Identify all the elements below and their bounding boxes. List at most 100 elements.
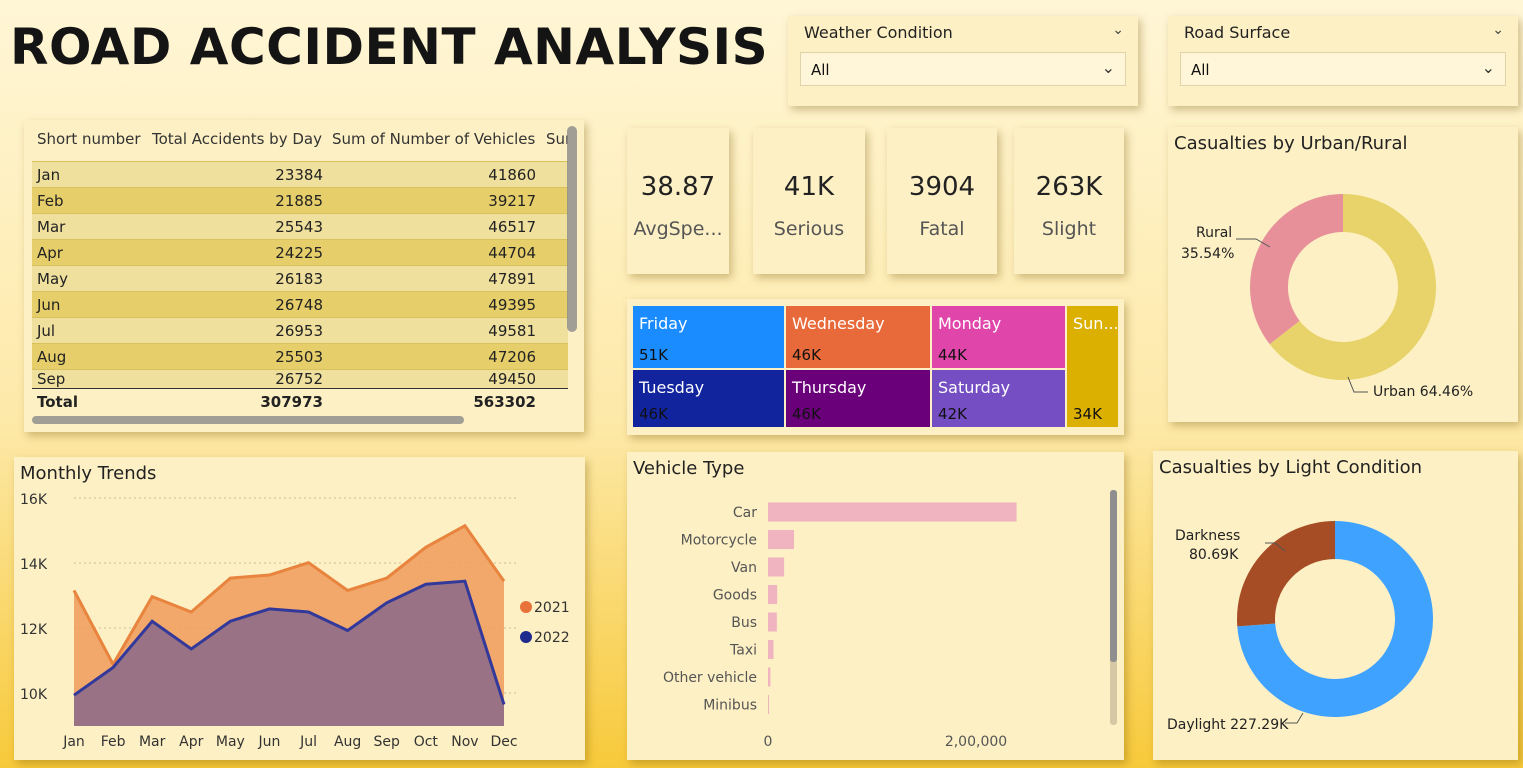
treemap-tile-saturday[interactable]: Saturday 42K [932,370,1065,427]
treemap-tile-monday[interactable]: Monday 44K [932,306,1065,368]
bar-minibus[interactable] [768,695,769,714]
table-cell: Aug [37,348,67,366]
donut-slice-daylight[interactable] [1237,521,1433,717]
table-row: Jun 26748 49395 [32,291,568,317]
treemap-tile-wednesday[interactable]: Wednesday 46K [786,306,930,368]
bar-other-vehicle[interactable] [768,667,771,687]
treemap-tile-thursday[interactable]: Thursday 46K [786,370,930,427]
light-condition-donut-panel: Casualties by Light Condition Darkness 8… [1153,451,1518,760]
bar-car[interactable] [768,502,1017,522]
tile-label: Thursday [792,378,867,397]
weather-selected-value: All [811,61,830,79]
x-tick-label: Apr [179,734,203,750]
leader-line [1236,238,1271,248]
table-row: Feb 21885 39217 [32,187,568,213]
road-slicer[interactable]: Road Surface ⌄ All ⌄ [1168,16,1518,106]
y-tick-label: 12K [20,622,48,638]
donut-slice-darkness[interactable] [1237,521,1335,627]
weather-dropdown[interactable]: All ⌄ [800,52,1126,86]
column-header[interactable]: Total Accidents by Day [152,130,322,148]
road-dropdown[interactable]: All ⌄ [1180,52,1506,86]
weather-slicer-label: Weather Condition [804,23,953,42]
darkness-label: Darkness [1175,528,1240,544]
line-series-2021[interactable] [72,523,506,668]
bar-goods[interactable] [768,585,778,604]
x-tick-label: Jan [62,734,85,750]
treemap-tile-sunday[interactable]: Sun... 34K [1067,306,1119,427]
table-cell: 41860 [488,166,536,184]
light-condition-donut: Darkness 80.69K Daylight 227.29K [1167,521,1433,733]
chevron-down-icon[interactable]: ⌄ [1481,58,1495,77]
table-cell: 49395 [488,296,536,314]
x-tick-label: Oct [414,734,439,750]
vehicle-type-panel: Vehicle Type 0 2,00,000 Car Motorcycle Van… [627,452,1124,760]
leader-line [1285,712,1304,724]
chevron-down-icon[interactable]: ⌄ [1101,58,1115,77]
column-header[interactable]: Short number [37,130,141,148]
y-tick-label: 16K [20,492,48,508]
y-category-label: Motorcycle [681,533,757,549]
day-treemap: Friday 51K Wednesday 46K Monday 44K Sun... 3… [627,299,1124,435]
table-cell: Jul [37,322,56,340]
tile-value: 44K [938,346,967,364]
legend-label-2022[interactable]: 2022 [534,630,570,646]
table-cell: 39217 [488,192,536,210]
bar-taxi[interactable] [768,640,774,659]
kpi-label: AvgSpe... [633,218,723,240]
vertical-scrollbar[interactable] [567,126,577,332]
tile-label: Tuesday [639,378,705,397]
tile-label: Sun... [1073,314,1119,333]
column-header[interactable]: Sum of Number of Vehicles [332,130,536,148]
table-cell: 26183 [275,270,323,288]
column-header[interactable]: Sur [546,130,568,148]
tile-value: 51K [639,346,668,364]
area-series-2022[interactable] [74,581,504,726]
bar-bus[interactable] [768,612,777,632]
bar-motorcycle[interactable] [768,530,794,549]
table-cell: Sep [37,370,66,388]
table-cell: Jan [37,166,61,184]
line-series-2022[interactable] [73,579,506,705]
chevron-down-icon[interactable]: ⌄ [1492,22,1504,38]
donut-slice-urban[interactable] [1269,194,1436,380]
treemap-tile-friday[interactable]: Friday 51K [633,306,784,368]
table-cell: 563302 [473,393,536,411]
kpi-card-slight: 263K Slight [1014,128,1124,274]
legend-marker-2021 [520,601,532,613]
tile-label: Wednesday [792,314,885,333]
monthly-trends-panel: Monthly Trends 16K 14K 12K 10K 2021 2022… [14,457,585,760]
weather-slicer[interactable]: Weather Condition ⌄ All ⌄ [788,16,1138,106]
x-tick-label: Sep [374,734,401,750]
chart-title: Vehicle Type [633,458,745,479]
urban-label: Urban 64.46% [1373,384,1473,400]
y-tick-label: 14K [20,557,48,573]
table-row: Jul 26953 49581 [32,317,568,343]
legend-label-2021[interactable]: 2021 [534,600,570,616]
kpi-value: 263K [1035,172,1103,202]
table-row: Aug 25503 47206 [32,343,568,369]
x-tick-label: Mar [139,734,166,750]
kpi-card-avg-speed: 38.87 AvgSpe... [627,128,729,274]
x-tick-label: Feb [101,734,126,750]
table-row: Jan 23384 41860 [32,161,568,187]
table-cell: 25543 [275,218,323,236]
table-cell: 21885 [275,192,323,210]
donut-slice-rural[interactable] [1250,194,1343,345]
y-category-label: Goods [713,588,757,604]
table-cell: 26752 [275,370,323,388]
scrollbar-thumb[interactable] [1110,490,1117,662]
rural-label: Rural [1196,225,1232,241]
horizontal-scrollbar[interactable] [32,416,464,424]
bar-van[interactable] [768,557,785,577]
y-category-label: Minibus [703,698,757,714]
kpi-card-serious: 41K Serious [753,128,865,274]
table-cell: 44704 [488,244,536,262]
chevron-down-icon[interactable]: ⌄ [1112,22,1124,38]
page-title: ROAD ACCIDENT ANALYSIS [10,18,769,76]
table-cell: 307973 [260,393,323,411]
kpi-label: Serious [773,218,845,240]
treemap-tile-tuesday[interactable]: Tuesday 46K [633,370,784,427]
chart-title: Monthly Trends [20,463,157,484]
monthly-table: Short number Total Accidents by Day Sum … [24,120,584,432]
table-cell: Jun [37,296,61,314]
